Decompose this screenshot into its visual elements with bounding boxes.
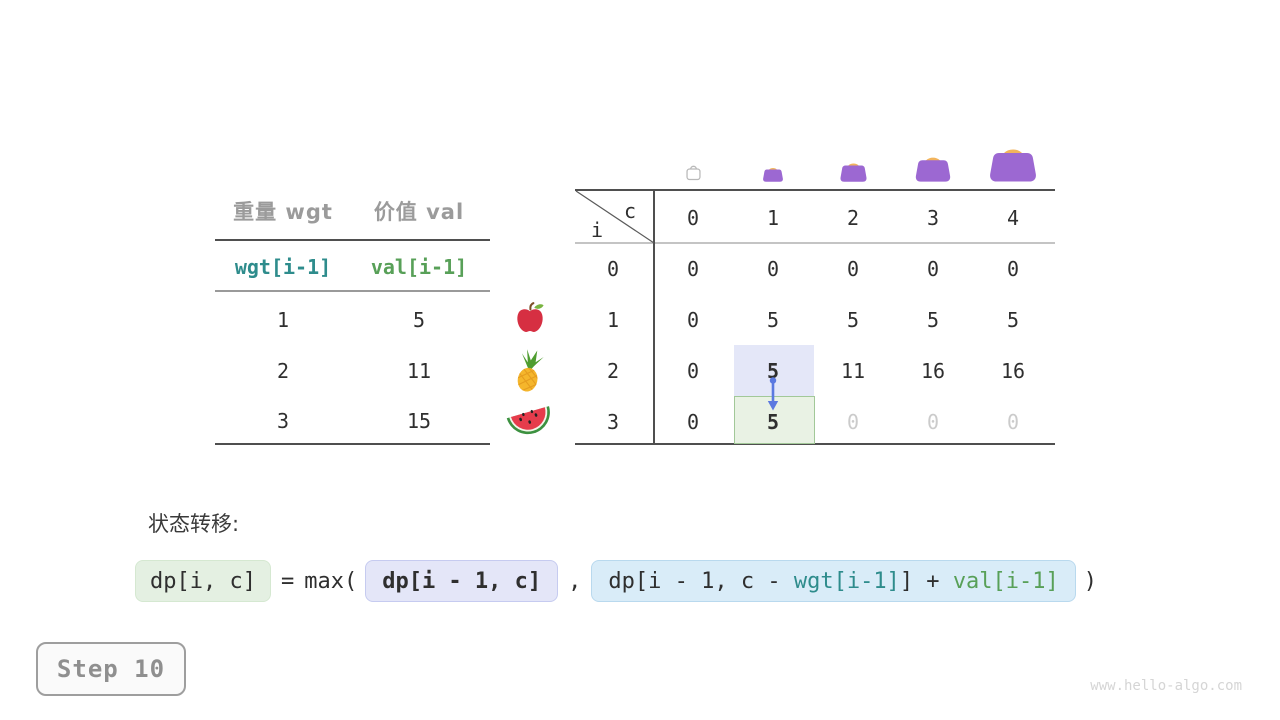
- col-header-0: 0: [686, 206, 700, 230]
- formula-option2-val: val[i-1]: [952, 568, 1059, 594]
- corner-row-var: i: [590, 218, 604, 242]
- dp-cell-0-1: 0: [766, 257, 780, 281]
- formula-option2-wgt: wgt[i-1]: [793, 568, 900, 594]
- state-transition-label: 状态转移:: [148, 512, 240, 536]
- handbag-large-icon: [915, 157, 951, 182]
- state-transition-formula: dp[i, c] = max( dp[i - 1, c] , dp[i - 1,…: [135, 560, 1097, 602]
- dp-cell-0-4: 0: [1006, 257, 1020, 281]
- watermark: www.hello-algo.com: [1090, 678, 1242, 694]
- dp-table-header-line: [575, 242, 1055, 244]
- formula-option2-close-bracket: ]: [899, 568, 914, 594]
- dp-cell-2-3: 16: [920, 359, 946, 383]
- dp-cell-3-3-pending: 0: [926, 410, 940, 434]
- corner-col-var: c: [623, 199, 637, 223]
- formula-close-paren: ): [1083, 568, 1098, 594]
- formula-option2-plus: +: [913, 568, 953, 594]
- formula-result-box: dp[i, c]: [135, 560, 271, 602]
- items-subheader-wgt: wgt[i-1]: [234, 255, 332, 279]
- item-3-value: 15: [406, 409, 432, 433]
- step-badge: Step 10: [36, 642, 186, 696]
- dp-table-top-line: [575, 189, 1055, 191]
- col-header-1: 1: [766, 206, 780, 230]
- dp-table-bottom-line: [575, 443, 1055, 445]
- dp-cell-2-0: 0: [686, 359, 700, 383]
- items-table-header-line: [215, 239, 490, 241]
- formula-equals: =: [280, 568, 295, 594]
- item-1-weight: 1: [276, 308, 290, 332]
- dp-cell-0-2: 0: [846, 257, 860, 281]
- dp-cell-0-3: 0: [926, 257, 940, 281]
- dp-table-vertical-line: [653, 189, 655, 445]
- dp-cell-2-4: 16: [1000, 359, 1026, 383]
- formula-option2-prefix: dp[i - 1, c -: [608, 568, 794, 594]
- dp-cell-3-2-pending: 0: [846, 410, 860, 434]
- watermelon-icon: [506, 406, 550, 435]
- items-table-subheader-line: [215, 290, 490, 292]
- formula-option1-box: dp[i - 1, c]: [365, 560, 559, 602]
- formula-comma: ,: [568, 568, 582, 594]
- pineapple-icon: [515, 349, 544, 392]
- items-col-header-weight: 重量 wgt: [233, 200, 333, 224]
- dp-cell-3-1-highlighted: 5: [766, 410, 780, 434]
- corner-diagonal: [575, 190, 655, 244]
- item-2-value: 11: [406, 359, 432, 383]
- items-col-header-value: 价值 val: [373, 200, 465, 224]
- dp-cell-1-1: 5: [766, 308, 780, 332]
- item-3-weight: 3: [276, 409, 290, 433]
- dp-cell-3-0: 0: [686, 410, 700, 434]
- dp-cell-3-4-pending: 0: [1006, 410, 1020, 434]
- item-2-weight: 2: [276, 359, 290, 383]
- col-header-2: 2: [846, 206, 860, 230]
- row-header-3: 3: [606, 410, 620, 434]
- handbag-outline-icon: [686, 165, 701, 181]
- col-header-4: 4: [1006, 206, 1020, 230]
- dp-cell-2-1-highlighted: 5: [766, 359, 780, 383]
- handbag-xlarge-icon: [990, 149, 1036, 182]
- dp-cell-2-2: 11: [840, 359, 866, 383]
- handbag-small-icon: [763, 167, 783, 182]
- items-table-bottom-line: [215, 443, 490, 445]
- dp-cell-1-0: 0: [686, 308, 700, 332]
- col-header-3: 3: [926, 206, 940, 230]
- row-header-2: 2: [606, 359, 620, 383]
- formula-max-open: max(: [304, 568, 358, 594]
- items-subheader-val: val[i-1]: [370, 255, 468, 279]
- item-1-value: 5: [412, 308, 426, 332]
- row-header-1: 1: [606, 308, 620, 332]
- dp-cell-1-2: 5: [846, 308, 860, 332]
- formula-option2-box: dp[i - 1, c - wgt[i-1] ] + val[i-1]: [591, 560, 1076, 602]
- apple-icon: [517, 302, 544, 332]
- row-header-0: 0: [606, 257, 620, 281]
- dp-cell-1-3: 5: [926, 308, 940, 332]
- dp-cell-0-0: 0: [686, 257, 700, 281]
- dp-cell-1-4: 5: [1006, 308, 1020, 332]
- handbag-medium-icon: [840, 163, 867, 182]
- down-arrow-icon: [767, 377, 779, 411]
